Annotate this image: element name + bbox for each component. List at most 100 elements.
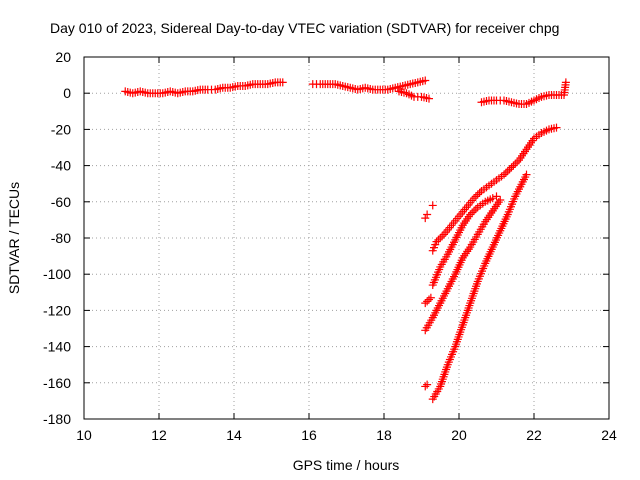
data-point — [468, 208, 477, 217]
data-point — [425, 295, 433, 304]
data-point — [421, 214, 430, 223]
data-point — [535, 94, 543, 103]
y-tick-label: -40 — [51, 158, 71, 174]
data-point — [473, 190, 482, 199]
data-point — [450, 238, 458, 247]
data-point — [261, 80, 270, 89]
data-points — [121, 76, 570, 404]
data-point — [435, 301, 443, 310]
data-point — [413, 92, 422, 101]
data-point — [411, 78, 420, 87]
data-point — [328, 80, 337, 89]
data-point — [517, 180, 526, 189]
data-point — [501, 168, 510, 177]
data-point — [471, 192, 480, 201]
x-tick-label: 22 — [526, 427, 542, 443]
data-point — [503, 167, 512, 176]
data-point — [482, 97, 491, 106]
y-axis-title: SDTVAR / TECUs — [6, 182, 22, 294]
data-point — [246, 80, 255, 89]
data-point — [542, 91, 551, 100]
data-point — [494, 198, 503, 207]
data-point — [238, 81, 247, 90]
data-point — [223, 83, 232, 92]
x-tick-label: 10 — [76, 427, 92, 443]
y-tick-label: -180 — [43, 411, 71, 427]
data-point — [496, 96, 505, 105]
data-point — [535, 130, 543, 139]
data-point — [464, 212, 473, 221]
data-point — [268, 78, 277, 87]
axis-ticks — [83, 56, 610, 420]
x-tick-label: 24 — [601, 427, 617, 443]
data-point — [478, 199, 487, 208]
data-point — [527, 97, 536, 106]
data-point — [509, 161, 518, 170]
y-tick-label: 0 — [63, 85, 71, 101]
data-point — [431, 240, 440, 249]
data-point — [502, 212, 511, 221]
data-point — [480, 261, 489, 270]
y-tick-label: -60 — [51, 194, 71, 210]
data-point — [427, 316, 436, 325]
data-point — [521, 173, 530, 182]
data-point — [521, 147, 529, 156]
data-point — [512, 99, 521, 108]
data-point — [487, 209, 496, 218]
x-axis-title: GPS time / hours — [293, 457, 400, 473]
data-point — [457, 223, 466, 232]
data-point — [428, 201, 437, 210]
y-tick-label: -100 — [43, 266, 71, 282]
data-point — [156, 89, 165, 98]
y-tick-label: -20 — [51, 121, 71, 137]
data-point — [497, 172, 506, 181]
data-point — [471, 205, 480, 214]
data-point — [366, 84, 375, 93]
data-point — [193, 86, 202, 95]
x-tick-label: 16 — [301, 427, 317, 443]
data-point — [388, 84, 397, 93]
data-point — [423, 380, 432, 389]
data-point — [492, 192, 501, 201]
data-point — [460, 205, 469, 214]
data-point — [453, 214, 462, 223]
data-point — [479, 220, 488, 229]
data-point — [426, 293, 435, 302]
data-point — [468, 196, 477, 205]
x-tick-label: 12 — [151, 427, 167, 443]
data-point — [442, 252, 451, 261]
plot-frame — [83, 56, 610, 420]
data-point — [186, 87, 195, 96]
data-point — [487, 245, 496, 254]
data-point — [507, 163, 516, 172]
data-point — [438, 232, 447, 241]
y-tick-label: 20 — [55, 49, 71, 65]
data-point — [442, 287, 451, 296]
data-point — [423, 210, 432, 219]
x-tick-label: 20 — [451, 427, 467, 443]
data-point — [457, 323, 466, 332]
data-point — [423, 297, 432, 306]
data-point — [381, 85, 390, 94]
data-point — [486, 195, 495, 204]
data-point — [511, 159, 520, 168]
data-point — [472, 279, 481, 288]
data-point — [510, 194, 519, 203]
data-point — [528, 136, 537, 145]
data-point — [216, 84, 225, 93]
data-point — [436, 234, 445, 242]
data-point — [520, 100, 528, 109]
data-point — [343, 83, 352, 92]
data-point — [445, 223, 454, 232]
data-point — [482, 183, 491, 192]
x-tick-label: 14 — [226, 427, 242, 443]
data-point — [434, 235, 443, 244]
data-point — [422, 94, 431, 103]
data-point — [465, 301, 474, 310]
data-point — [561, 80, 570, 89]
data-point — [178, 87, 187, 96]
data-point — [505, 97, 513, 106]
data-point — [505, 165, 514, 174]
data-point — [434, 384, 443, 393]
data-point — [457, 256, 466, 265]
